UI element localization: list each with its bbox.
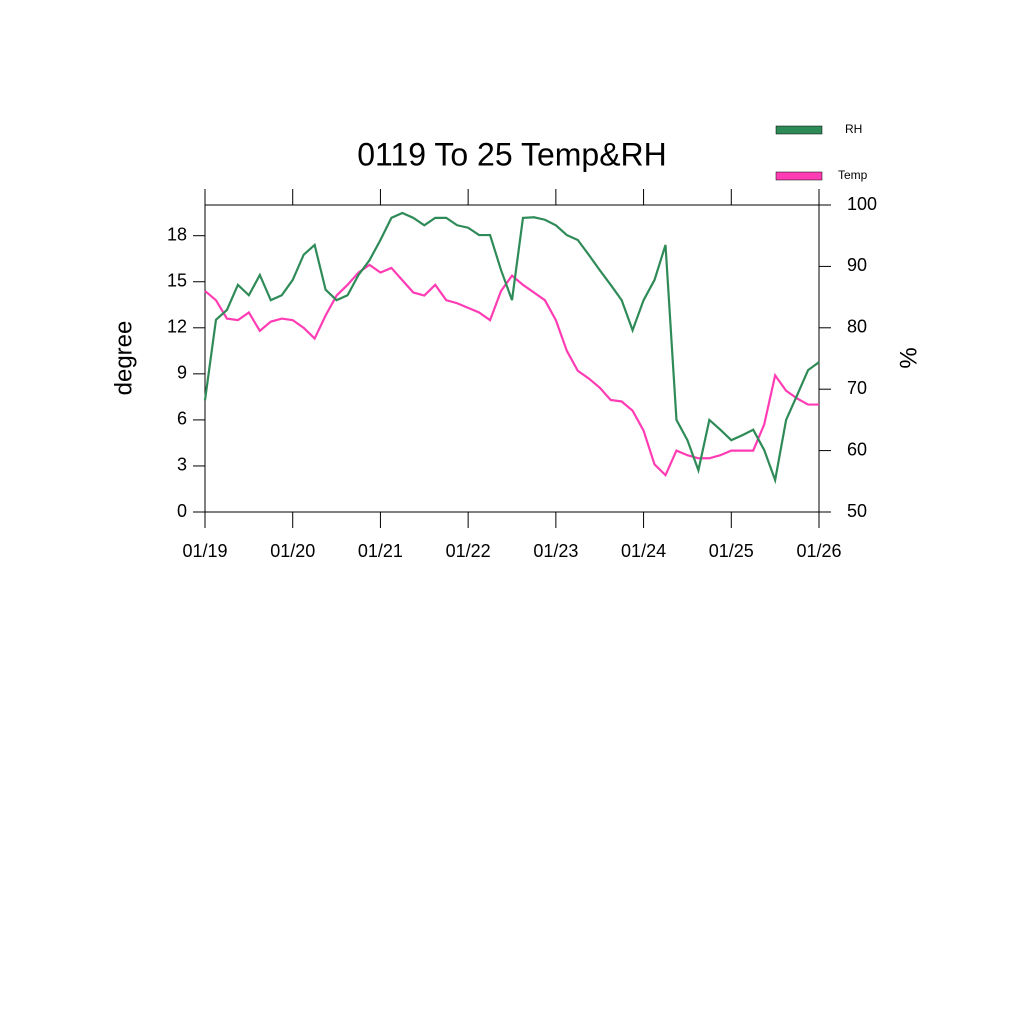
x-tick-label: 01/19 — [182, 541, 227, 561]
legend-swatch — [775, 171, 823, 181]
y-tick-label: 0 — [177, 501, 187, 521]
chart-title: 0119 To 25 Temp&RH — [357, 136, 667, 172]
y-axis-label: degree — [110, 321, 137, 396]
legend-swatch — [775, 125, 823, 135]
y2-tick-label: 90 — [847, 255, 867, 275]
y-tick-label: 15 — [167, 271, 187, 291]
plot-frame — [204, 204, 820, 513]
y2-tick-label: 60 — [847, 439, 867, 459]
y2-tick-label: 100 — [847, 194, 877, 214]
y2-tick-label: 70 — [847, 378, 867, 398]
legend-label: Temp — [838, 168, 868, 182]
x-tick-label: 01/25 — [709, 541, 754, 561]
x-tick-label: 01/20 — [270, 541, 315, 561]
data-line — [204, 263, 819, 478]
x-tick-label: 01/23 — [533, 541, 578, 561]
y2-axis-label: % — [895, 347, 922, 368]
x-tick-label: 01/26 — [796, 541, 841, 561]
y-tick-label: 12 — [167, 317, 187, 337]
x-tick-label: 01/22 — [446, 541, 491, 561]
y2-tick-label: 80 — [847, 317, 867, 337]
y-tick-label: 6 — [177, 409, 187, 429]
x-tick-label: 01/21 — [358, 541, 403, 561]
y2-tick-label: 50 — [847, 501, 867, 521]
data-line — [203, 211, 820, 485]
x-tick-label: 01/24 — [621, 541, 666, 561]
y-tick-label: 18 — [167, 224, 187, 244]
legend-label: RH — [845, 122, 862, 136]
y-tick-label: 3 — [177, 455, 187, 475]
y-tick-label: 9 — [177, 363, 187, 383]
